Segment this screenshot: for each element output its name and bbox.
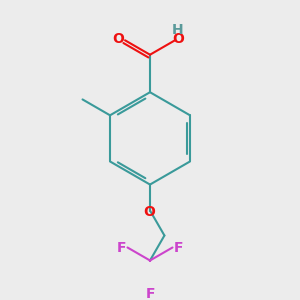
Text: O: O [172,32,184,46]
Text: F: F [145,287,155,300]
Text: F: F [174,241,184,254]
Text: O: O [112,32,124,46]
Text: H: H [172,23,184,37]
Text: F: F [116,241,126,254]
Text: O: O [143,205,155,219]
